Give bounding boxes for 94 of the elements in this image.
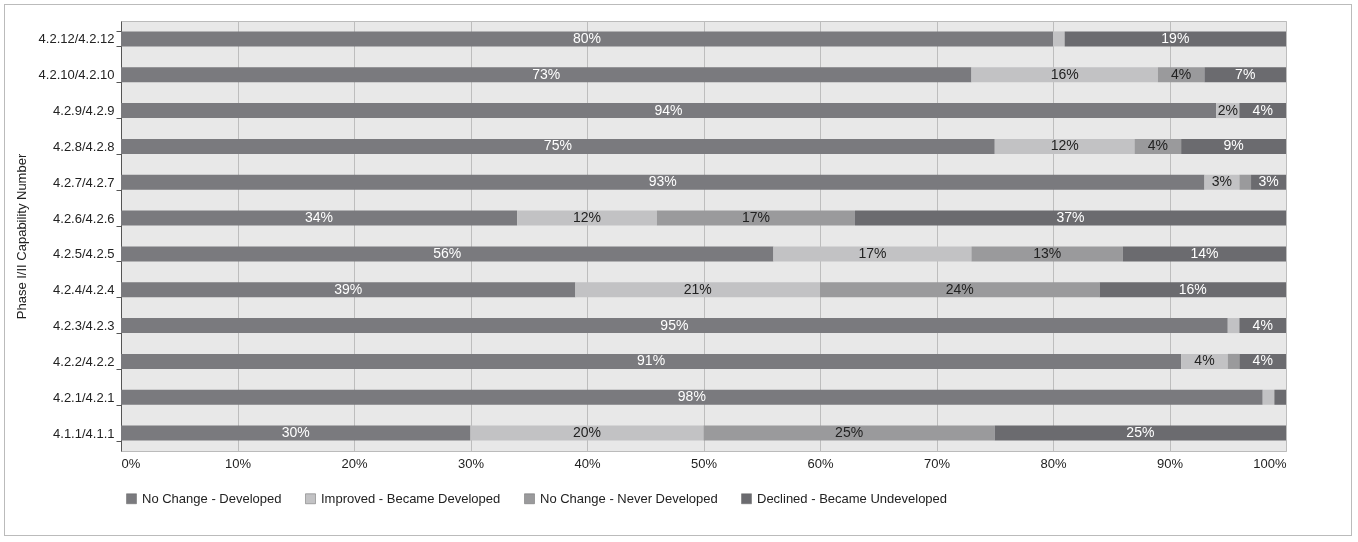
bar	[1181, 138, 1286, 154]
y-tick-label: 4.2.1/4.2.1	[53, 389, 115, 405]
data-label: 4%	[1252, 316, 1273, 333]
data-label: 9%	[1223, 137, 1244, 154]
y-tick-label: 4.2.6/4.2.6	[53, 210, 115, 226]
data-label: 2%	[1217, 101, 1238, 118]
bar	[854, 210, 1286, 226]
data-label: 4%	[1252, 101, 1273, 118]
x-tick-label: 90%	[1156, 455, 1184, 471]
data-label: 80%	[572, 29, 602, 46]
data-label: 20%	[572, 424, 602, 441]
bar	[121, 210, 518, 226]
x-tick-label: 80%	[1040, 455, 1067, 471]
bar	[703, 425, 995, 441]
data-label: 4%	[1147, 137, 1168, 154]
data-label: 4%	[1252, 352, 1273, 369]
x-tick-label: 30%	[457, 455, 485, 471]
data-label: 4%	[1171, 65, 1192, 82]
data-label: 12%	[572, 209, 602, 226]
data-label: 24%	[945, 280, 974, 297]
x-tick-label: 0%	[121, 455, 141, 471]
bar	[121, 31, 1053, 47]
data-label: 12%	[1050, 137, 1079, 154]
legend-label: No Change - Developed	[142, 490, 282, 506]
bar	[1227, 318, 1240, 334]
bar	[1274, 389, 1286, 405]
bar	[1227, 353, 1240, 369]
bar	[1239, 174, 1252, 190]
data-label: 37%	[1056, 209, 1085, 226]
data-label: 93%	[648, 173, 677, 190]
data-label: 17%	[858, 244, 887, 261]
data-label: 14%	[1190, 244, 1219, 261]
y-axis-title: Phase I/II Capability Number	[13, 153, 29, 320]
bar	[1262, 389, 1275, 405]
bar	[994, 425, 1286, 441]
y-tick-label: 4.2.2/4.2.2	[53, 353, 115, 369]
bar	[121, 103, 1217, 119]
y-tick-label: 4.2.8/4.2.8	[53, 138, 115, 154]
data-label: 16%	[1050, 65, 1079, 82]
data-label: 19%	[1161, 29, 1190, 46]
data-label: 30%	[281, 424, 310, 441]
bar	[656, 210, 855, 226]
y-tick-label: 4.2.10/4.2.10	[38, 67, 115, 83]
data-label: 75%	[543, 137, 572, 154]
y-tick-label: 4.1.1/4.1.1	[53, 425, 115, 441]
x-tick-label: 20%	[341, 455, 368, 471]
data-label: 95%	[660, 316, 689, 333]
bar	[820, 282, 1100, 298]
data-label: 4%	[1194, 352, 1215, 369]
x-tick-label: 10%	[224, 455, 252, 471]
data-label: 25%	[835, 424, 864, 441]
y-tick-label: 4.2.4/4.2.4	[53, 282, 115, 298]
data-label: 56%	[433, 244, 462, 261]
bar	[121, 138, 995, 154]
bar	[121, 353, 1182, 369]
y-tick-label: 4.2.5/4.2.5	[53, 246, 115, 262]
data-label: 91%	[637, 352, 666, 369]
bar	[121, 425, 471, 441]
bar	[121, 389, 1263, 405]
bar	[121, 246, 774, 262]
x-tick-label: 70%	[923, 455, 951, 471]
data-label: 25%	[1126, 424, 1155, 441]
data-label: 13%	[1033, 244, 1062, 261]
data-label: 3%	[1211, 173, 1233, 190]
data-label: 3%	[1258, 173, 1279, 190]
bar	[121, 174, 1205, 190]
data-label: 73%	[532, 65, 561, 82]
x-tick-label: 40%	[574, 455, 601, 471]
data-label: 17%	[741, 209, 770, 226]
bar	[1122, 246, 1286, 262]
x-tick-label: 100%	[1253, 455, 1287, 471]
y-tick-label: 4.2.3/4.2.3	[53, 318, 115, 334]
bar	[121, 282, 576, 298]
data-label: 7%	[1235, 65, 1256, 82]
legend-label: Declined - Became Undeveloped	[757, 490, 948, 506]
bar	[1064, 31, 1286, 47]
bar	[971, 246, 1123, 262]
data-label: 39%	[334, 280, 363, 297]
y-tick-label: 4.2.12/4.2.12	[38, 31, 115, 47]
bar	[1204, 67, 1286, 83]
data-label: 34%	[305, 209, 334, 226]
bar	[121, 318, 1228, 334]
data-label: 21%	[683, 280, 712, 297]
x-tick-label: 60%	[807, 455, 834, 471]
legend-label: No Change - Never Developed	[540, 490, 718, 506]
y-tick-label: 4.2.9/4.2.9	[53, 103, 115, 119]
bar	[121, 67, 972, 83]
y-tick-label: 4.2.7/4.2.7	[53, 174, 115, 190]
x-tick-label: 50%	[690, 455, 718, 471]
legend-label: Improved - Became Developed	[321, 490, 501, 506]
data-label: 94%	[654, 101, 683, 118]
data-label: 16%	[1178, 280, 1207, 297]
data-label: 98%	[677, 388, 706, 405]
bar	[1099, 282, 1286, 298]
